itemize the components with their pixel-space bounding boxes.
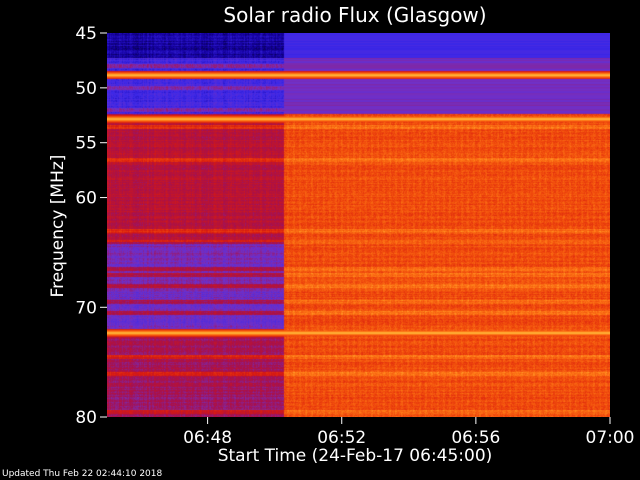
y-tick-label: 80: [75, 408, 97, 428]
x-axis-label: Start Time (24-Feb-17 06:45:00): [218, 446, 493, 466]
y-tick-label: 45: [75, 24, 97, 44]
x-axis: 06:48 06:52 06:56 07:00: [183, 417, 635, 448]
x-tick-label: 06:56: [451, 428, 500, 448]
y-axis: 45 50 55 60 70 80: [75, 24, 107, 428]
x-tick-label: 06:52: [317, 428, 366, 448]
y-axis-label: Frequency [MHz]: [48, 155, 68, 298]
chart-title: Solar radio Flux (Glasgow): [223, 3, 486, 27]
x-tick-label: 07:00: [586, 428, 635, 448]
y-tick-label: 60: [75, 189, 97, 209]
y-tick-label: 50: [75, 79, 97, 99]
x-tick-label: 06:48: [183, 428, 232, 448]
spectrogram-image: [107, 33, 610, 417]
updated-timestamp: Updated Thu Feb 22 02:44:10 2018: [2, 469, 163, 479]
y-tick-label: 70: [75, 298, 97, 318]
y-tick-label: 55: [75, 134, 97, 154]
plot-area: [107, 33, 610, 417]
